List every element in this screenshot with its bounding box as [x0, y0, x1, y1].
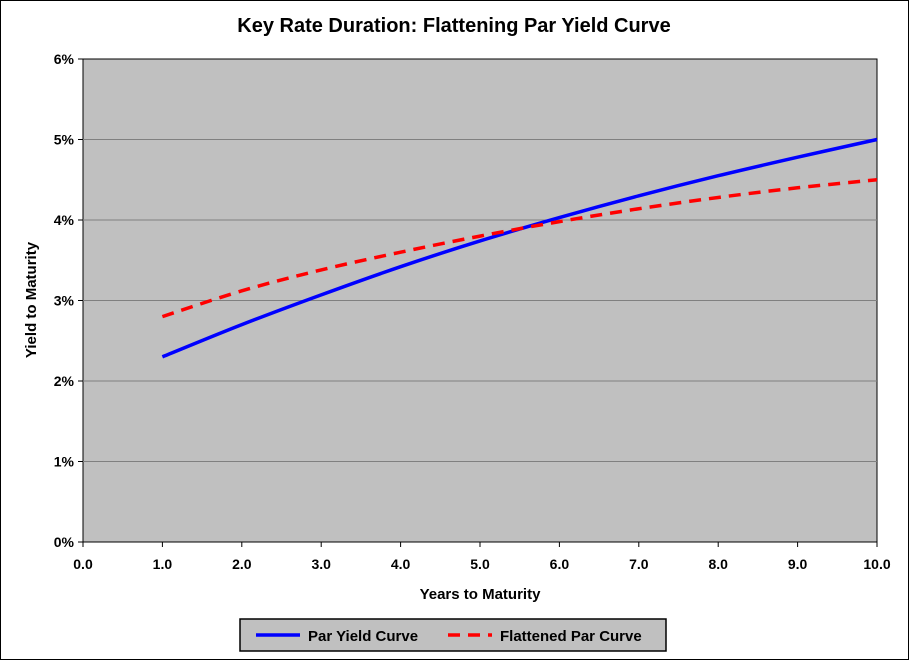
x-axis-label: Years to Maturity [420, 586, 542, 603]
series-line-flattened-par-curve [161, 178, 878, 319]
y-tick-label: 0% [54, 534, 75, 550]
series-lines [161, 137, 878, 359]
x-tick-label: 6.0 [550, 556, 570, 572]
y-tick-label: 3% [54, 293, 75, 309]
y-axis-ticks: 0% 1% 2% 3% 4% 5% 6% [54, 51, 83, 550]
x-tick-label: 1.0 [153, 556, 173, 572]
y-tick-label: 5% [54, 132, 75, 148]
x-tick-label: 4.0 [391, 556, 411, 572]
y-tick-label: 2% [54, 373, 75, 389]
x-tick-label: 9.0 [788, 556, 808, 572]
y-axis-label: Yield to Maturity [23, 241, 40, 358]
legend-label-par-yield-curve: Par Yield Curve [308, 628, 418, 645]
y-tick-label: 4% [54, 212, 75, 228]
legend-label-flattened-par-curve: Flattened Par Curve [500, 628, 642, 645]
legend: Par Yield Curve Flattened Par Curve [239, 618, 667, 652]
x-tick-label: 7.0 [629, 556, 649, 572]
x-tick-label: 5.0 [470, 556, 490, 572]
y-tick-label: 6% [54, 51, 75, 67]
grid-lines [83, 139, 877, 462]
x-tick-label: 0.0 [73, 556, 93, 572]
x-tick-label: 8.0 [708, 556, 728, 572]
x-tick-label: 3.0 [311, 556, 331, 572]
x-tick-label: 10.0 [863, 556, 890, 572]
y-tick-label: 1% [54, 454, 75, 470]
x-tick-label: 2.0 [232, 556, 252, 572]
chart-title: Key Rate Duration: Flattening Par Yield … [237, 15, 670, 37]
x-axis-ticks: 0.0 1.0 2.0 3.0 4.0 5.0 6.0 7.0 8.0 9.0 10.0 [73, 542, 891, 572]
